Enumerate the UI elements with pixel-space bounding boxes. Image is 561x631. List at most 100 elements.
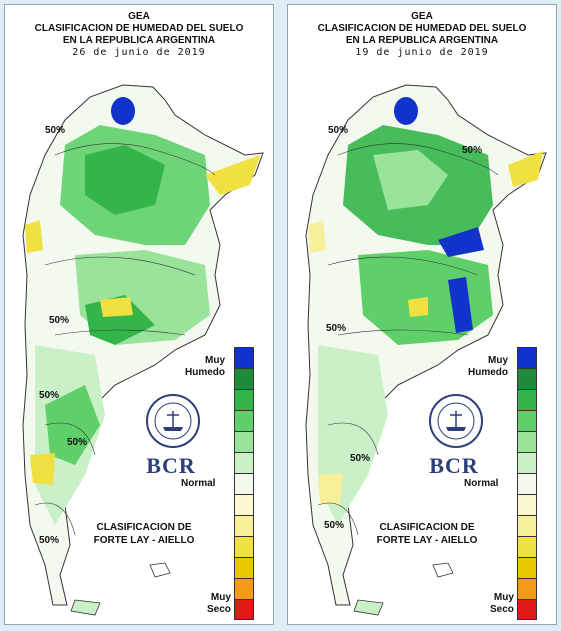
legend-color-swatch [234,410,254,431]
contour-line [317,502,359,536]
header-line2: CLASIFICACION DE HUMEDAD DEL SUELO [317,23,527,34]
zone-dry-south [318,473,343,505]
classification-line1: CLASIFICACION DE [379,522,475,533]
contour-label: 50% [324,520,345,531]
zone-light-green-north [373,150,448,210]
contour-line [34,502,76,536]
zone-very-wet-spot [111,97,135,125]
legend-color-swatch [234,536,254,557]
legend-color-swatch [234,368,254,389]
legend-color-swatch [517,473,537,494]
map-panel-right: GEA CLASIFICACION DE HUMEDAD DEL SUELO E… [287,4,557,625]
zone-very-wet-east [438,227,484,257]
contour-line [54,143,216,176]
tierra-del-fuego [353,599,384,616]
contour-line [44,256,196,276]
classification-note: CLASIFICACION DE FORTE LAY - AIELLO [348,521,506,547]
legend-color-swatch [234,473,254,494]
zone-dry-center [100,297,133,317]
zone-dry-west [25,220,43,253]
legend-bottom-line1: Muy [493,592,514,603]
bcr-logo: BCR [429,453,479,478]
contour-label: 50% [350,453,371,464]
map-panel-left: GEA CLASIFICACION DE HUMEDAD DEL SUELO E… [4,4,274,625]
legend-color-swatch [517,431,537,452]
classification-line1: CLASIFICACION DE [96,522,192,533]
contour-line [327,256,479,276]
legend-bottom-line1: Muy [210,592,231,603]
zone-dry-center [408,297,428,317]
legend-color-swatch [517,578,537,599]
zone-dry-west [308,220,326,253]
legend-top-line1: Muy [205,355,225,366]
bolsa-de-comercio-de-rosario-seal-icon [146,394,200,448]
contour-line [337,329,469,336]
legend-color-swatch [234,578,254,599]
legend-bottom-line2: Seco [207,604,231,615]
classification-line2: FORTE LAY - AIELLO [376,535,478,546]
contour-label: 50% [45,125,66,136]
legend-color-swatch [234,389,254,410]
header-line3: EN LA REPUBLICA ARGENTINA [62,35,216,46]
argentina-moisture-map-left [22,84,264,616]
header-line1: GEA [411,11,433,22]
malvinas-islands [432,562,454,578]
legend-color-swatch [517,536,537,557]
legend-color-swatch [517,557,537,578]
contour-line [337,143,499,176]
malvinas-islands [149,562,171,578]
header-line2: CLASIFICACION DE HUMEDAD DEL SUELO [34,23,244,34]
legend-color-bar [234,347,254,620]
legend-top-label: Muy Humedo [468,355,508,379]
tierra-del-fuego [70,599,101,616]
legend-top-line2: Humedo [468,367,508,378]
header-line3: EN LA REPUBLICA ARGENTINA [345,35,499,46]
contour-label: 50% [67,437,88,448]
contour-label: 50% [462,145,483,156]
legend-bottom-label: Muy Seco [490,592,514,616]
legend-bottom-line2: Seco [490,604,514,615]
legend-color-swatch [234,557,254,578]
header-line1: GEA [128,11,150,22]
map-date: 19 de junio de 2019 [355,47,489,58]
legend-color-swatch [234,515,254,536]
map-header: GEA CLASIFICACION DE HUMEDAD DEL SUELO E… [288,11,556,59]
contour-label: 50% [39,390,60,401]
legend-color-swatch [234,452,254,473]
contour-line [327,422,379,456]
zone-dry-misiones [205,155,260,195]
contour-line [54,329,186,336]
legend-color-swatch [234,347,254,368]
contour-label: 50% [328,125,349,136]
legend-color-swatch [517,515,537,536]
argentina-moisture-map-right [305,84,547,616]
legend-color-swatch [517,389,537,410]
legend-bottom-label: Muy Seco [207,592,231,616]
zone-very-wet-entrerios [448,277,473,333]
legend-color-swatch [517,368,537,389]
zone-dry-south [30,453,55,485]
zone-dry-misiones [508,151,543,187]
zone-very-wet-spot [394,97,418,125]
contour-line [44,422,96,456]
contour-label: 50% [49,315,70,326]
legend-middle-label: Normal [464,478,499,489]
contour-label: 50% [39,535,60,546]
legend-color-swatch [234,431,254,452]
legend-color-swatch [234,494,254,515]
legend-top-line2: Humedo [185,367,225,378]
legend-top-line1: Muy [488,355,508,366]
legend-color-bar [517,347,537,620]
contour-label: 50% [326,323,347,334]
legend-color-swatch [517,347,537,368]
bolsa-de-comercio-de-rosario-seal-icon [429,394,483,448]
classification-note: CLASIFICACION DE FORTE LAY - AIELLO [65,521,223,547]
legend-middle-label: Normal [181,478,216,489]
classification-line2: FORTE LAY - AIELLO [93,535,195,546]
legend-color-swatch [234,599,254,620]
bcr-logo: BCR [146,453,196,478]
legend-color-swatch [517,452,537,473]
legend-color-swatch [517,599,537,620]
zone-dark-green-north [85,145,165,215]
legend-color-swatch [517,494,537,515]
